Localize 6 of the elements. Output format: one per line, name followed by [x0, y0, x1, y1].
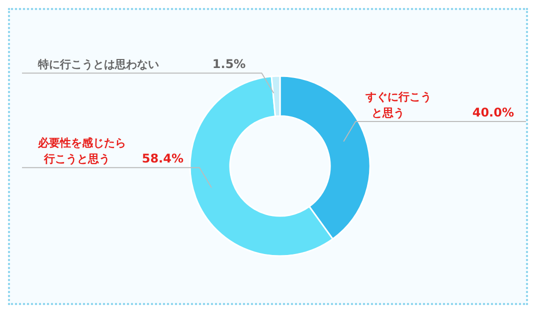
data-label: 40.0%	[472, 105, 514, 120]
data-label: 58.4%	[142, 152, 184, 166]
slice-label: 特に行こうとは思わない	[37, 58, 159, 72]
data-label: 1.5%	[212, 57, 246, 72]
slice-label: 必要性を感じたら行こうと思う	[37, 136, 126, 166]
slice-label: すぐに行こうと思う	[364, 90, 432, 120]
